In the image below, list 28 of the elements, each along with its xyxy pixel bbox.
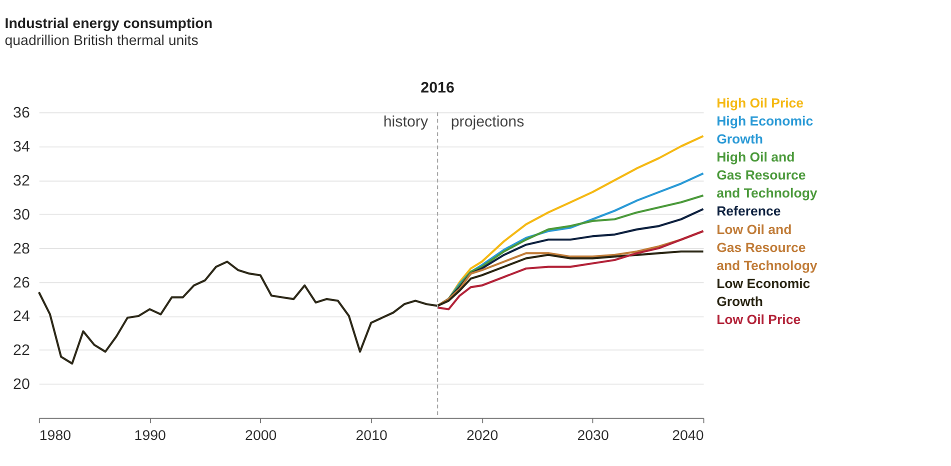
- x-tick-label: 2030: [577, 428, 609, 444]
- x-tick-label: 2010: [356, 428, 388, 444]
- annotation: projections: [450, 114, 525, 131]
- series-label: High Oil and Gas Resource and Technology: [716, 150, 818, 201]
- y-tick-label: 26: [13, 274, 30, 292]
- text: High Economic Growth: [716, 114, 814, 147]
- x-tick-label: 1980: [39, 428, 72, 444]
- x-tick-label: 2040: [672, 428, 704, 444]
- y-tick-label: 36: [13, 104, 30, 122]
- y-tick-label: 20: [13, 376, 30, 394]
- series-label: Low Oil and Gas Resource and Technology: [716, 222, 818, 273]
- y-tick-label: 32: [13, 172, 30, 190]
- y-tick-label: 28: [13, 240, 30, 258]
- y-tick-label: 34: [13, 138, 30, 156]
- text: High Oil Price: [716, 96, 804, 111]
- text: Low Economic Growth: [716, 276, 810, 309]
- x-tick-label: 2000: [245, 428, 277, 444]
- chart-title: Industrial energy consumption: [4, 16, 213, 32]
- text: Low Oil Price: [716, 312, 801, 327]
- annotation: history: [383, 114, 428, 131]
- chart-subtitle: quadrillion British thermal units: [4, 32, 198, 49]
- y-tick-label: 24: [13, 308, 30, 326]
- y-tick-label: 22: [13, 342, 30, 360]
- ref-line-label: 2016: [420, 79, 454, 96]
- y-tick-label: 30: [13, 206, 30, 224]
- x-tick-label: 1990: [134, 428, 166, 444]
- series-label: Reference: [716, 204, 781, 219]
- x-tick-label: 2020: [466, 428, 498, 444]
